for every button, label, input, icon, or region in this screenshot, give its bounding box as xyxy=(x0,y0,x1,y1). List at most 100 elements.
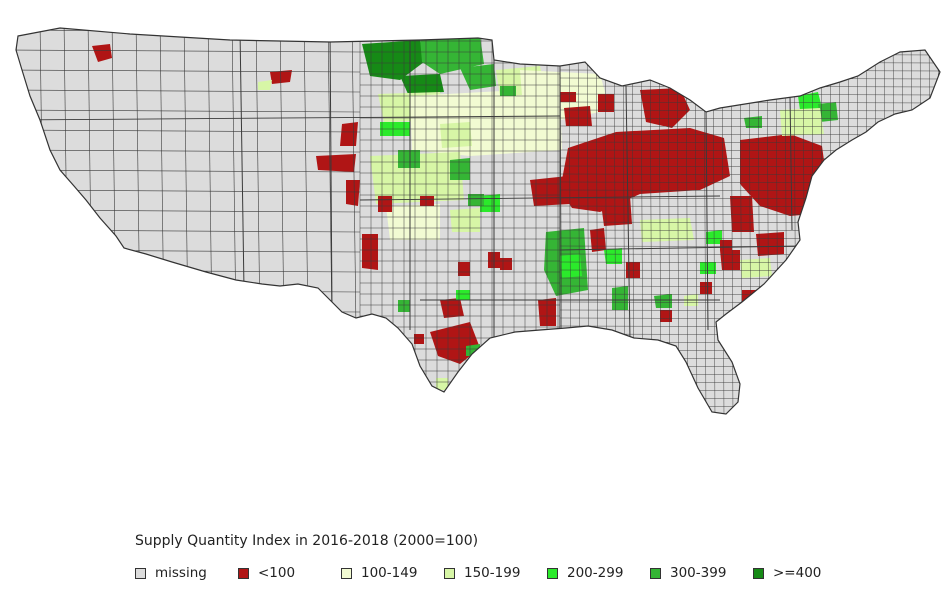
county-boundary xyxy=(802,28,806,414)
map-region xyxy=(420,196,434,206)
map-region xyxy=(740,134,828,216)
county-boundary xyxy=(559,45,940,48)
legend-label: missing xyxy=(155,565,207,581)
map-region xyxy=(316,154,356,172)
county-boundary xyxy=(329,29,333,311)
legend-swatch xyxy=(444,567,455,579)
county-boundary xyxy=(559,29,940,32)
county-boundary xyxy=(559,341,940,344)
county-boundary xyxy=(559,413,940,414)
legend-label: 150-199 xyxy=(464,565,521,581)
map-region xyxy=(560,254,582,278)
map-region xyxy=(564,106,592,126)
county-boundary xyxy=(811,28,815,414)
county-boundary xyxy=(705,109,709,331)
map-region xyxy=(640,218,694,242)
map-region xyxy=(436,378,448,390)
legend-swatch xyxy=(753,567,764,579)
county-boundary xyxy=(559,109,940,112)
map-region xyxy=(600,196,632,226)
map-region xyxy=(604,248,622,264)
legend-swatch xyxy=(650,567,661,579)
map-region xyxy=(700,282,712,294)
map-region xyxy=(362,234,378,270)
map-region xyxy=(590,228,606,252)
map-region xyxy=(420,36,484,74)
county-boundary xyxy=(559,117,940,120)
county-boundary xyxy=(559,365,940,368)
county-boundary xyxy=(820,28,824,414)
map-region xyxy=(378,196,392,212)
legend-title: Supply Quantity Index in 2016-2018 (2000… xyxy=(135,533,479,549)
county-boundary xyxy=(559,53,940,56)
map-region xyxy=(660,310,672,322)
county-boundary xyxy=(625,85,631,341)
map-region xyxy=(466,344,480,356)
legend-label: 200-299 xyxy=(567,565,624,581)
map-region xyxy=(720,250,740,270)
county-boundary xyxy=(789,95,793,231)
county-boundary xyxy=(559,405,940,408)
county-boundary xyxy=(16,169,361,173)
legend-item-missing: missing xyxy=(135,563,207,583)
legend-item-150-199: 150-199 xyxy=(444,563,520,583)
map-region xyxy=(340,122,358,146)
legend-label: >=400 xyxy=(773,565,822,581)
map-region xyxy=(740,258,772,278)
county-boundary xyxy=(559,357,940,360)
county-boundary xyxy=(559,349,940,352)
county-boundary xyxy=(16,109,361,113)
legend-swatch xyxy=(135,567,146,579)
map-region xyxy=(700,262,716,274)
legend-swatch xyxy=(341,567,352,579)
county-boundary xyxy=(231,28,237,331)
map-region xyxy=(258,80,272,90)
county-boundary xyxy=(16,115,561,121)
county-boundary xyxy=(559,397,940,400)
map-region xyxy=(456,290,470,300)
map-region xyxy=(460,64,496,90)
county-boundary xyxy=(16,129,361,133)
map-region xyxy=(346,180,360,206)
map-region xyxy=(612,286,628,310)
county-boundary xyxy=(559,245,801,251)
legend-item-100-149: 100-149 xyxy=(341,563,417,583)
county-boundary xyxy=(16,28,21,331)
map-region xyxy=(468,194,484,206)
map-region xyxy=(500,86,516,96)
county-boundary xyxy=(559,333,940,336)
map-region xyxy=(386,204,440,240)
legend-label: 100-149 xyxy=(361,565,418,581)
county-boundary xyxy=(239,29,245,291)
legend-label: <100 xyxy=(258,565,296,581)
map-region xyxy=(440,122,472,148)
map-region xyxy=(440,298,464,318)
county-boundary xyxy=(559,381,940,384)
county-boundary xyxy=(16,69,361,73)
map-region xyxy=(414,334,424,344)
map-region xyxy=(560,128,730,212)
county-boundary xyxy=(559,373,940,376)
map-region xyxy=(756,232,784,256)
county-boundary xyxy=(16,49,361,53)
map-region xyxy=(450,158,470,180)
us-county-map xyxy=(15,27,941,415)
map-region xyxy=(818,102,838,122)
map-region xyxy=(450,208,480,232)
county-boundary xyxy=(838,28,842,414)
legend-item-gte400: >=400 xyxy=(753,563,821,583)
legend-item-300-399: 300-399 xyxy=(650,563,726,583)
map-region xyxy=(780,108,824,136)
county-boundary xyxy=(829,28,833,414)
map-region xyxy=(500,258,512,270)
map-region xyxy=(654,294,672,308)
map-region xyxy=(720,240,732,250)
county-boundary xyxy=(559,389,940,392)
county-boundary xyxy=(16,149,361,153)
legend: missing <100 100-149 150-199 200-299 300… xyxy=(135,563,935,583)
legend-label: 300-399 xyxy=(670,565,727,581)
county-boundary xyxy=(16,309,361,313)
map-region xyxy=(598,94,614,112)
map-region xyxy=(798,92,822,110)
county-boundary xyxy=(359,195,721,201)
